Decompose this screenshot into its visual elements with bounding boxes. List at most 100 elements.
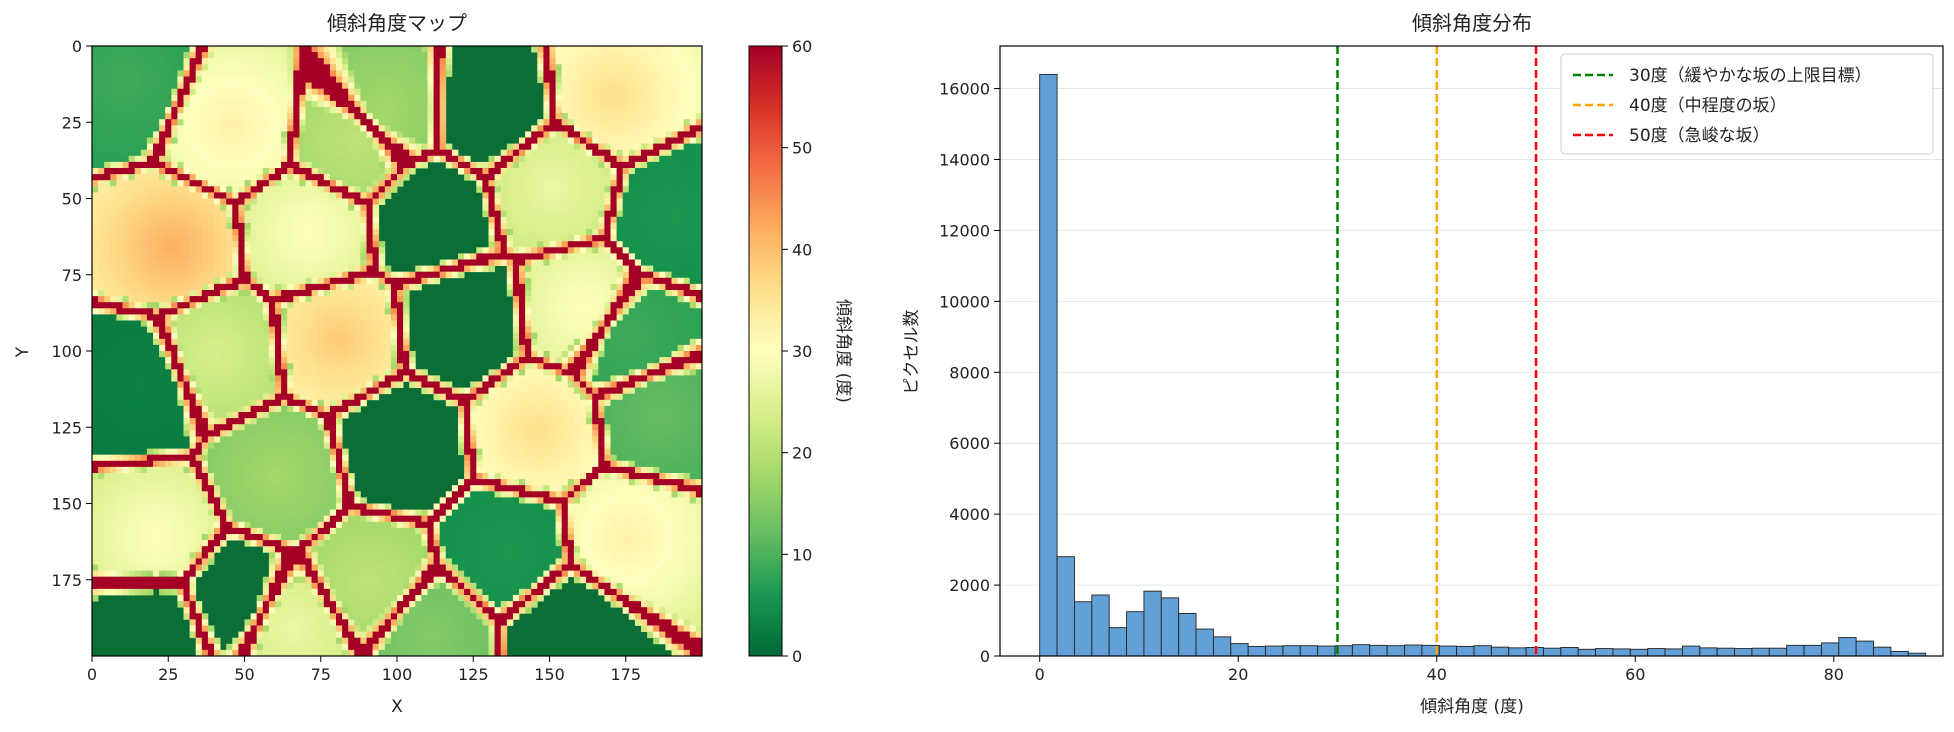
slope-map-cell: [677, 70, 685, 77]
slope-map-cell: [494, 375, 502, 382]
slope-map-cell: [134, 161, 142, 169]
slope-map-cell: [128, 241, 136, 248]
slope-map-cell: [641, 180, 648, 187]
slope-map-cell: [451, 149, 459, 157]
slope-map-cell: [220, 168, 227, 175]
slope-map-cell: [659, 168, 666, 175]
slope-map-cell: [689, 186, 697, 193]
slope-map-cell: [567, 247, 575, 254]
slope-map-cell: [531, 222, 538, 230]
slope-map-cell: [226, 137, 233, 144]
slope-map-cell: [628, 302, 636, 309]
slope-map-cell: [153, 82, 160, 90]
slope-map-cell: [98, 302, 105, 309]
slope-map-cell: [250, 198, 258, 205]
slope-map-cell: [159, 174, 166, 181]
slope-map-cell: [232, 277, 239, 285]
slope-map-cell: [195, 381, 203, 388]
slope-map-cell: [647, 210, 654, 218]
slope-map-cell: [311, 332, 319, 340]
slope-map-cell: [232, 52, 239, 59]
slope-map-cell: [659, 131, 666, 138]
slope-map-cell: [183, 94, 190, 102]
slope-map-cell: [360, 58, 367, 65]
slope-map-cell: [293, 314, 300, 321]
slope-map-cell: [250, 338, 258, 346]
slope-map-cell: [647, 119, 654, 126]
slope-map-cell: [281, 369, 288, 376]
slope-map-cell: [104, 357, 111, 364]
slope-map-cell: [214, 338, 221, 346]
slope-map-cell: [104, 253, 111, 260]
slope-map-cell: [372, 143, 380, 151]
slope-map-cell: [525, 259, 532, 266]
slope-map-cell: [305, 369, 312, 376]
slope-map-cell: [561, 204, 569, 212]
slope-map-cell: [567, 235, 575, 242]
slope-map-cell: [512, 186, 520, 193]
slope-map-cell: [287, 180, 294, 187]
slope-map-cell: [201, 229, 209, 236]
slope-map-cell: [604, 314, 611, 321]
slope-map-cell: [256, 265, 264, 273]
slope-map-cell: [122, 296, 129, 303]
slope-map-cell: [482, 192, 489, 199]
slope-map-cell: [287, 82, 294, 90]
slope-map-cell: [268, 338, 276, 346]
slope-map-cell: [506, 369, 514, 376]
slope-map-cell: [592, 308, 599, 315]
slope-map-cell: [244, 283, 251, 291]
slope-map-cell: [342, 296, 349, 303]
slope-map-cell: [238, 46, 245, 53]
slope-map-cell: [342, 119, 349, 126]
slope-map-cell: [311, 82, 319, 90]
slope-map-cell: [610, 308, 617, 315]
slope-map-cell: [262, 119, 270, 126]
slope-map-cell: [122, 161, 129, 169]
slope-map-cell: [671, 338, 678, 346]
slope-map-cell: [647, 338, 654, 346]
slope-map-cell: [232, 357, 239, 364]
slope-map-cell: [378, 326, 386, 334]
slope-map-cell: [372, 363, 380, 370]
slope-map-cell: [153, 216, 160, 224]
slope-map-cell: [165, 204, 172, 212]
slope-map-cell: [519, 308, 526, 315]
slope-map-cell: [256, 253, 264, 260]
slope-map-cell: [116, 64, 123, 71]
slope-map-cell: [92, 375, 99, 382]
slope-map-cell: [305, 70, 312, 77]
slope-map-cell: [201, 82, 209, 90]
slope-map-cell: [653, 216, 660, 224]
slope-map-cell: [232, 338, 239, 346]
slope-map-cell: [317, 210, 325, 218]
slope-map-cell: [409, 107, 416, 114]
slope-map-cell: [671, 222, 678, 230]
slope-map-cell: [433, 107, 441, 114]
slope-map-cell: [128, 180, 136, 187]
slope-map-cell: [153, 131, 160, 138]
slope-map-cell: [653, 192, 660, 199]
slope-map-cell: [580, 357, 587, 364]
slope-map-cell: [140, 332, 148, 340]
slope-map-cell: [287, 64, 294, 71]
slope-map-cell: [683, 290, 691, 297]
slope-map-cell: [329, 192, 337, 199]
slope-map-cell: [354, 357, 361, 364]
slope-map-cell: [153, 204, 160, 212]
slope-map-cell: [695, 375, 702, 382]
slope-map-cell: [397, 113, 404, 120]
slope-map-cell: [494, 161, 502, 169]
slope-map-cell: [567, 344, 575, 352]
slope-map-cell: [366, 155, 373, 163]
slope-map-cell: [372, 326, 380, 334]
slope-map-cell: [390, 94, 398, 102]
slope-map-cell: [226, 149, 233, 157]
slope-map-cell: [98, 332, 105, 340]
slope-map-cell: [549, 204, 556, 212]
slope-map-cell: [439, 119, 447, 126]
slope-map-cell: [134, 241, 142, 248]
slope-map-cell: [348, 100, 355, 108]
slope-map-cell: [220, 387, 227, 395]
slope-map-cell: [683, 161, 691, 169]
